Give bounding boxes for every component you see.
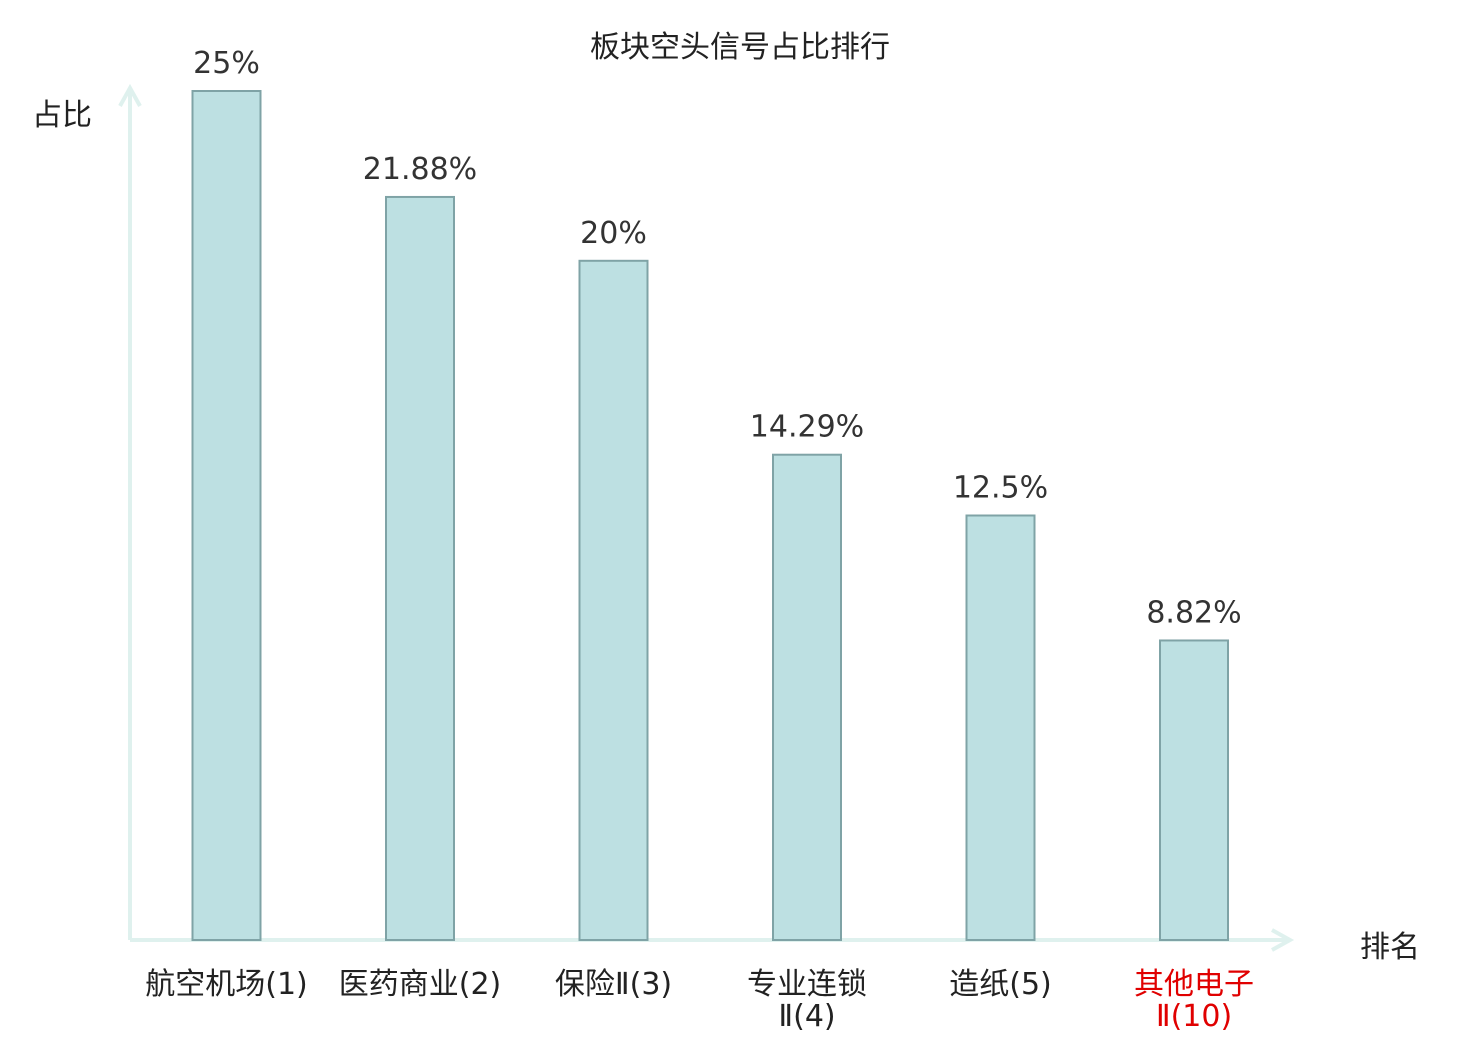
x-tick-label: 造纸(5) <box>949 967 1052 1002</box>
axes <box>118 83 1295 952</box>
x-tick-label: Ⅱ(4) <box>778 999 835 1034</box>
x-axis-arrow <box>1271 928 1295 952</box>
x-tick-label: 其他电子 <box>1134 967 1254 1002</box>
data-label: 20% <box>580 216 647 251</box>
bar <box>191 90 262 941</box>
x-tick-label: Ⅱ(10) <box>1156 999 1232 1034</box>
labels: 25% 航空机场(1) 21.88% 医药商业(2) 20% 保险Ⅱ(3) 14.29% 专业… <box>145 46 1254 1034</box>
bar <box>1159 639 1229 941</box>
x-tick-label: 专业连锁 <box>747 967 867 1002</box>
data-label: 12.5% <box>953 471 1048 506</box>
x-tick-label: 保险Ⅱ(3) <box>555 967 672 1002</box>
bar <box>578 259 649 941</box>
data-label: 14.29% <box>750 410 864 445</box>
data-label: 8.82% <box>1146 595 1241 630</box>
bars <box>191 90 1229 941</box>
data-label: 21.88% <box>363 152 477 187</box>
bar <box>385 195 455 941</box>
x-axis-label: 排名 <box>1360 930 1420 965</box>
x-tick-label: 航空机场(1) <box>145 967 308 1002</box>
y-axis-label: 占比 <box>32 98 92 133</box>
data-label: 25% <box>193 46 260 81</box>
y-axis-arrow <box>118 83 142 107</box>
x-tick-label: 医药商业(2) <box>339 967 502 1002</box>
bar <box>965 514 1036 941</box>
bar <box>772 453 842 941</box>
chart-title: 板块空头信号占比排行 <box>590 30 890 65</box>
